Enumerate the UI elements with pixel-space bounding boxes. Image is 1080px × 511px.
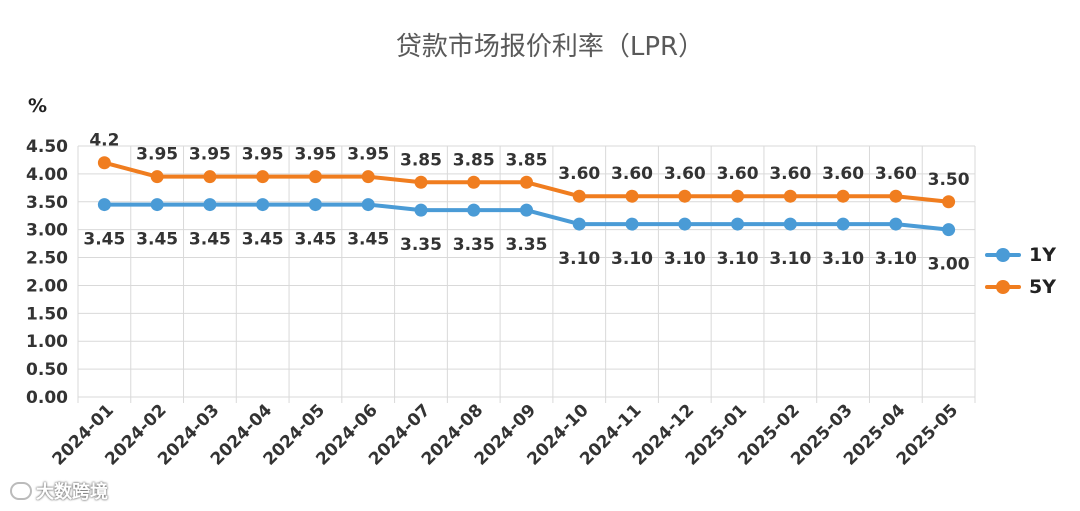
data-point-1y xyxy=(308,198,322,212)
data-label-5y: 3.60 xyxy=(664,164,706,184)
data-point-5y xyxy=(520,175,533,189)
legend-marker-1y xyxy=(996,248,1010,262)
data-label-1y: 3.10 xyxy=(717,249,759,269)
data-label-1y: 3.10 xyxy=(664,249,706,269)
data-label-5y: 3.60 xyxy=(822,164,864,184)
data-label-5y: 3.95 xyxy=(294,145,336,165)
data-point-1y xyxy=(572,217,586,231)
data-label-5y: 3.85 xyxy=(506,150,548,170)
y-axis-unit: % xyxy=(28,95,48,117)
data-point-1y xyxy=(203,198,217,212)
data-label-1y: 3.45 xyxy=(294,230,336,250)
data-point-5y xyxy=(308,170,322,184)
data-point-5y xyxy=(625,189,639,203)
data-point-1y xyxy=(361,198,375,212)
legend-label-5y: 5Y xyxy=(1029,276,1056,298)
data-label-1y: 3.10 xyxy=(769,249,811,269)
data-point-5y xyxy=(150,170,164,184)
data-label-5y: 3.50 xyxy=(928,170,970,190)
data-label-5y: 3.85 xyxy=(453,150,495,170)
data-point-5y xyxy=(572,189,586,203)
y-tick-label: 0.00 xyxy=(26,388,68,408)
data-point-5y xyxy=(889,189,903,203)
data-point-1y xyxy=(625,217,639,231)
y-tick-label: 4.50 xyxy=(26,137,68,157)
data-point-1y xyxy=(889,217,903,231)
data-point-1y xyxy=(150,198,164,212)
data-point-5y xyxy=(414,175,428,189)
legend-item-5y: 5Y xyxy=(985,275,1075,307)
data-label-5y: 3.95 xyxy=(347,145,389,165)
data-label-1y: 3.35 xyxy=(400,235,442,255)
data-label-1y: 3.10 xyxy=(611,249,653,269)
legend-label-1y: 1Y xyxy=(1029,244,1056,266)
data-label-5y: 3.95 xyxy=(136,145,178,165)
data-point-5y xyxy=(467,175,481,189)
data-label-5y: 3.60 xyxy=(558,164,600,184)
data-point-1y xyxy=(97,198,111,212)
data-label-1y: 3.35 xyxy=(453,235,495,255)
data-point-1y xyxy=(520,203,533,217)
data-point-1y xyxy=(942,223,956,237)
y-tick-label: 3.00 xyxy=(26,221,68,241)
y-tick-label: 3.50 xyxy=(26,193,68,213)
data-point-5y xyxy=(203,170,217,184)
y-tick-label: 1.50 xyxy=(26,304,68,324)
data-label-5y: 3.60 xyxy=(875,164,917,184)
data-point-1y xyxy=(467,203,481,217)
watermark: 大数跨境 xyxy=(10,478,108,504)
legend-item-1y: 1Y xyxy=(985,243,1075,275)
data-label-5y: 3.95 xyxy=(189,145,231,165)
legend-marker-5y xyxy=(996,280,1010,294)
data-point-1y xyxy=(414,203,428,217)
y-tick-label: 1.00 xyxy=(26,332,68,352)
watermark-text: 大数跨境 xyxy=(36,482,108,503)
data-label-1y: 3.45 xyxy=(347,230,389,250)
data-label-5y: 3.95 xyxy=(242,145,284,165)
data-point-1y xyxy=(783,217,797,231)
y-tick-label: 2.50 xyxy=(26,249,68,269)
data-label-1y: 3.45 xyxy=(83,230,125,250)
data-label-1y: 3.10 xyxy=(558,249,600,269)
data-label-5y: 3.60 xyxy=(769,164,811,184)
data-label-1y: 3.45 xyxy=(242,230,284,250)
data-label-1y: 3.10 xyxy=(822,249,864,269)
data-point-5y xyxy=(836,189,850,203)
data-point-5y xyxy=(97,156,111,170)
data-label-1y: 3.45 xyxy=(136,230,178,250)
data-label-5y: 3.60 xyxy=(611,164,653,184)
data-point-1y xyxy=(678,217,692,231)
data-label-1y: 3.10 xyxy=(875,249,917,269)
chart-title: 贷款市场报价利率（LPR） xyxy=(395,32,705,62)
data-label-1y: 3.35 xyxy=(506,235,548,255)
legend: 1Y 5Y xyxy=(985,243,1075,307)
data-point-1y xyxy=(836,217,850,231)
data-label-5y: 3.85 xyxy=(400,150,442,170)
data-point-5y xyxy=(256,170,270,184)
data-point-5y xyxy=(678,189,692,203)
data-point-5y xyxy=(731,189,745,203)
data-point-5y xyxy=(783,189,797,203)
y-tick-label: 0.50 xyxy=(26,360,68,380)
data-point-1y xyxy=(256,198,270,212)
data-point-5y xyxy=(361,170,375,184)
y-tick-label: 2.00 xyxy=(26,276,68,296)
data-label-1y: 3.00 xyxy=(928,255,970,275)
data-point-1y xyxy=(731,217,745,231)
data-label-5y: 4.2 xyxy=(89,131,119,151)
y-tick-label: 4.00 xyxy=(26,165,68,185)
data-point-5y xyxy=(942,195,956,209)
data-label-5y: 3.60 xyxy=(717,164,759,184)
data-label-1y: 3.45 xyxy=(189,230,231,250)
watermark-logo-icon xyxy=(10,482,32,500)
